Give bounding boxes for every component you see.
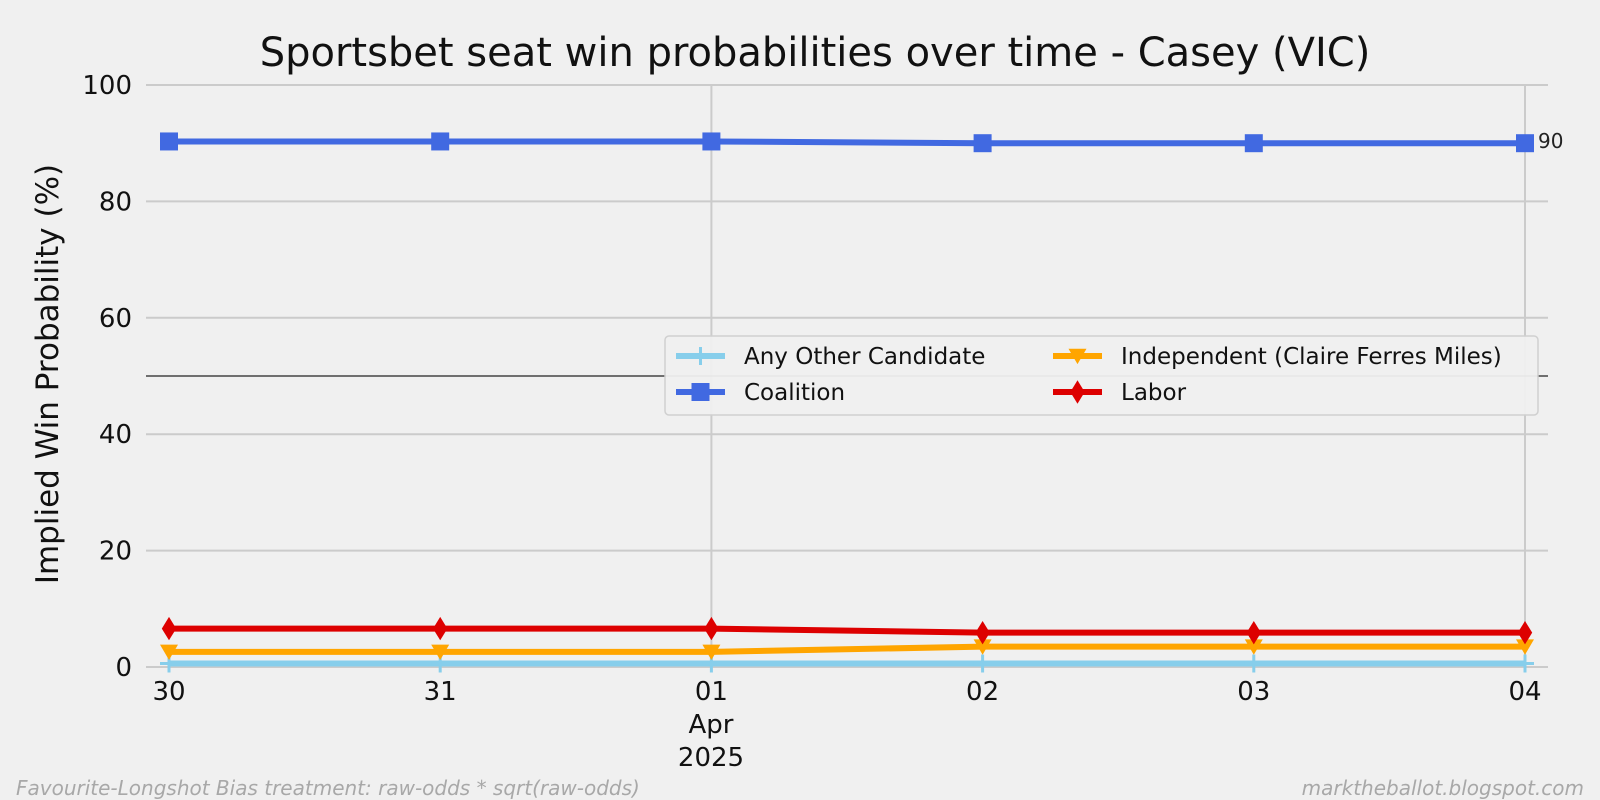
x-tick-label: 30 bbox=[152, 677, 185, 707]
legend-swatch-marker bbox=[1070, 380, 1085, 404]
data-point bbox=[1516, 134, 1534, 153]
series-line bbox=[169, 625, 1525, 636]
legend-item-coalition: Coalition bbox=[676, 380, 845, 406]
data-point bbox=[1244, 639, 1263, 655]
y-axis-label: Implied Win Probability (%) bbox=[30, 164, 66, 584]
legend-item-independent-claire-ferres-miles: Independent (Claire Ferres Miles) bbox=[1053, 344, 1502, 370]
x-tick-label: 04 bbox=[1508, 677, 1541, 707]
y-tick-label: 60 bbox=[99, 304, 132, 334]
data-point bbox=[160, 644, 178, 660]
y-tick-label: 80 bbox=[99, 187, 132, 217]
x-month-label: Apr bbox=[689, 710, 734, 740]
y-axis-ticks: 0 20 40 60 80 100 bbox=[82, 71, 132, 683]
y-tick-label: 20 bbox=[99, 537, 132, 567]
x-axis-ticks: 30 31 01 02 03 04 bbox=[152, 677, 1541, 707]
legend-label: Any Other Candidate bbox=[744, 344, 985, 370]
series-line bbox=[169, 643, 1525, 655]
data-point bbox=[704, 616, 719, 641]
data-point bbox=[973, 639, 992, 655]
data-point bbox=[973, 654, 992, 673]
data-point bbox=[161, 616, 177, 641]
series-line bbox=[169, 138, 1525, 147]
data-point bbox=[433, 616, 448, 641]
legend-item-any-other-candidate: Any Other Candidate bbox=[676, 344, 985, 370]
legend-swatch-marker bbox=[1068, 348, 1087, 365]
x-year-label: 2025 bbox=[678, 743, 744, 773]
end-label-coalition: 90 bbox=[1538, 129, 1563, 153]
data-point bbox=[975, 620, 990, 645]
data-point bbox=[1246, 620, 1261, 645]
legend-swatch-marker bbox=[691, 347, 710, 365]
series-labor bbox=[161, 616, 1533, 645]
data-point bbox=[702, 644, 721, 660]
legend-swatch-marker bbox=[691, 383, 710, 401]
series-any-other-candidate bbox=[160, 654, 1534, 673]
footer-left: Favourite-Longshot Bias treatment: raw-o… bbox=[16, 776, 640, 800]
data-point bbox=[1244, 134, 1263, 153]
x-tick-label: 02 bbox=[966, 677, 999, 707]
data-point bbox=[431, 132, 450, 151]
data-point bbox=[1516, 639, 1534, 655]
data-point bbox=[1516, 654, 1534, 673]
footer-right: marktheballot.blogspot.com bbox=[1302, 776, 1584, 800]
data-point bbox=[160, 132, 178, 151]
chart-title: Sportsbet seat win probabilities over ti… bbox=[260, 30, 1371, 76]
series-independent-claire-ferres-miles bbox=[160, 639, 1534, 660]
legend-item-labor: Labor bbox=[1053, 380, 1187, 406]
y-tick-label: 0 bbox=[115, 653, 132, 683]
grid bbox=[146, 84, 1548, 668]
data-point bbox=[973, 134, 992, 153]
x-tick-label: 03 bbox=[1237, 677, 1270, 707]
x-tick-label: 01 bbox=[695, 677, 728, 707]
legend-label: Labor bbox=[1121, 380, 1187, 406]
series-coalition bbox=[160, 132, 1534, 153]
legend: Any Other Candidate Independent (Claire F… bbox=[664, 335, 1539, 416]
legend-box bbox=[664, 335, 1539, 416]
x-tick-label: 31 bbox=[424, 677, 457, 707]
data-point bbox=[1244, 654, 1263, 673]
data-point bbox=[1517, 620, 1533, 645]
y-tick-label: 100 bbox=[82, 71, 132, 101]
legend-label: Coalition bbox=[744, 380, 845, 406]
data-point bbox=[431, 644, 450, 660]
legend-label: Independent (Claire Ferres Miles) bbox=[1121, 344, 1502, 370]
y-tick-label: 40 bbox=[99, 420, 132, 450]
series-group bbox=[160, 132, 1534, 673]
data-point bbox=[702, 132, 721, 151]
